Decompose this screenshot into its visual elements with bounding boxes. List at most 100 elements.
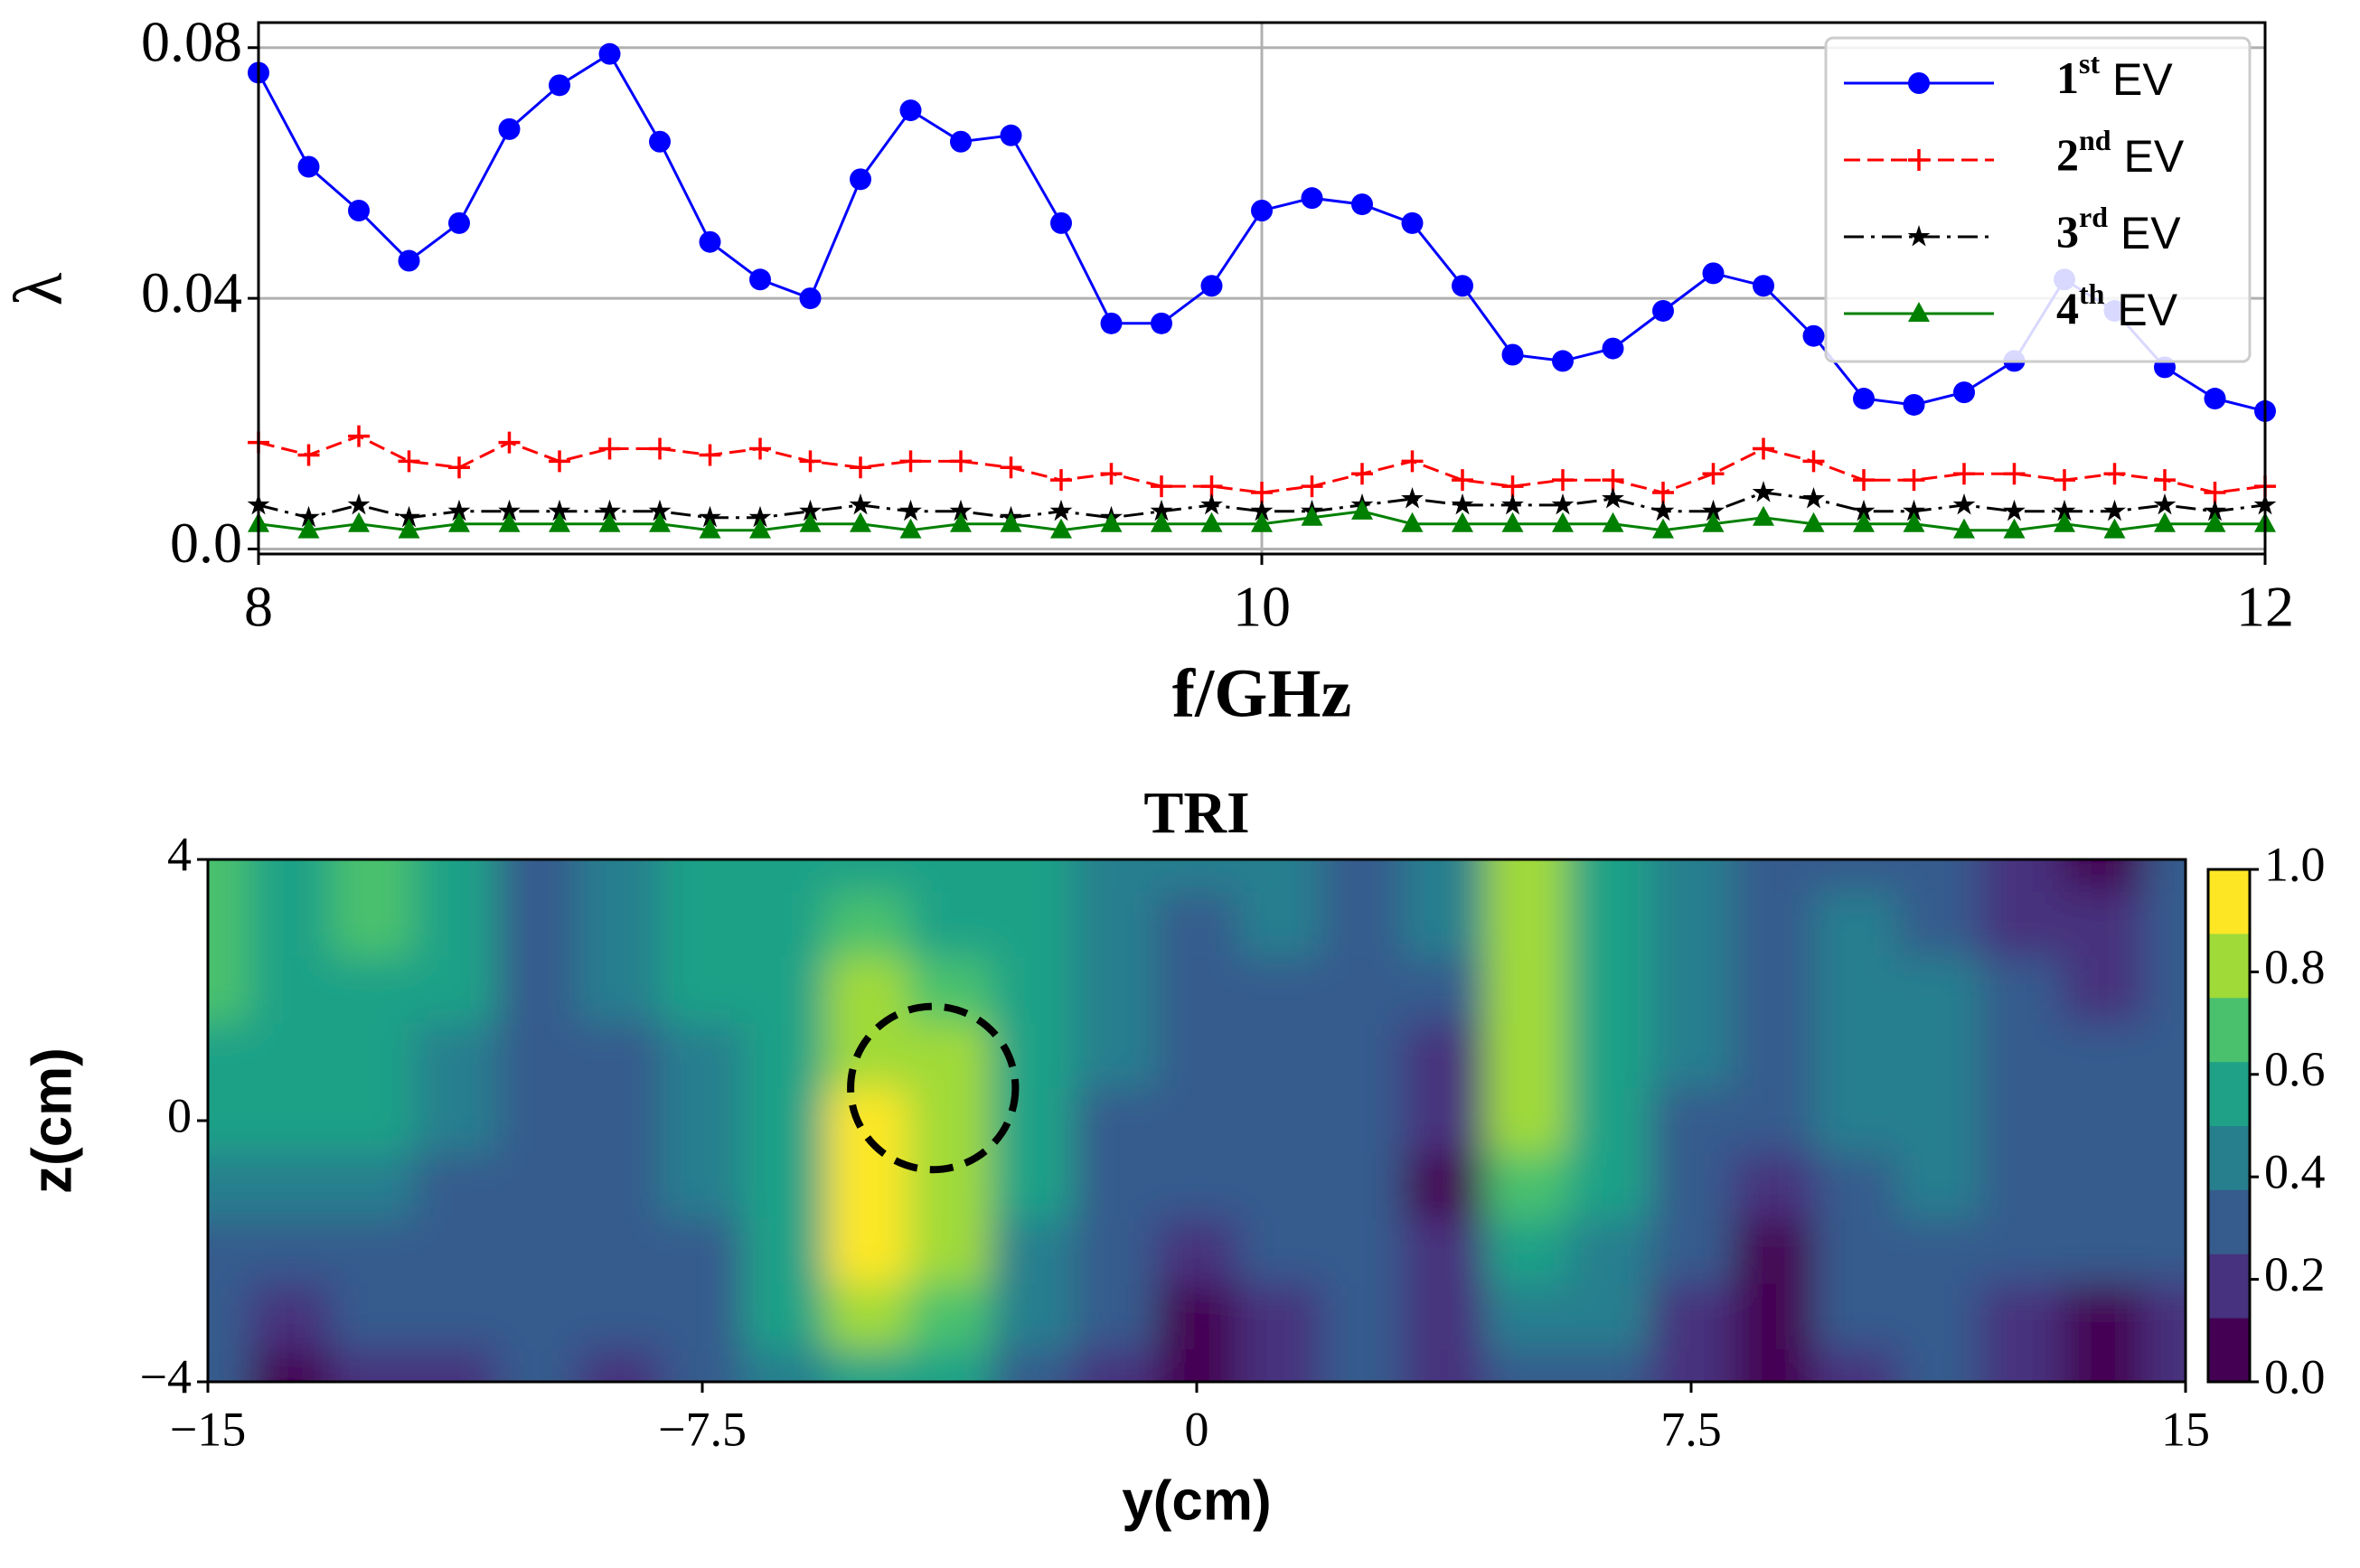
marker [1351, 463, 1373, 485]
contour-cell [578, 1087, 663, 1155]
legend-label-part: nd [2079, 124, 2111, 156]
contour-cell [661, 1153, 745, 1220]
contour-cell [1567, 1348, 1651, 1382]
marker [548, 499, 571, 521]
contour-cell [825, 859, 909, 894]
marker [950, 450, 972, 473]
marker [1802, 324, 1825, 347]
contour-cell [249, 1283, 333, 1350]
contour-cell [1732, 957, 1816, 1024]
marker [1251, 200, 1273, 222]
contour-cell [1320, 1153, 1404, 1220]
contour-cell [249, 957, 333, 1024]
marker [1351, 499, 1373, 520]
contour-cell [1814, 1153, 1898, 1220]
marker [1652, 299, 1674, 322]
contour-field [208, 859, 2186, 1382]
contour-cell [1896, 957, 1981, 1024]
contour-cell [496, 859, 580, 894]
marker [1100, 463, 1123, 485]
contour-cell [1155, 1218, 1239, 1285]
legend-label-part: EV [2104, 285, 2177, 335]
contour-cell [208, 1283, 250, 1350]
marker [2103, 518, 2126, 539]
y-tick-label: 4 [167, 827, 192, 881]
contour-cell [208, 859, 250, 894]
contour-cell [208, 1218, 250, 1285]
marker [850, 512, 871, 532]
contour-cell [578, 859, 663, 894]
contour-cell [1320, 859, 1404, 894]
marker [1200, 493, 1223, 515]
y-axis-label: z(cm) [21, 1047, 83, 1194]
marker [1452, 275, 1473, 297]
contour-cell [496, 1022, 580, 1089]
contour-cell [1402, 1348, 1487, 1382]
contour-cell [2062, 1348, 2146, 1382]
y-axis-label: λ [0, 272, 76, 305]
marker [950, 130, 972, 153]
contour-cell [1814, 1218, 1898, 1285]
contour-cell [991, 1153, 1075, 1220]
contour-cell [661, 859, 745, 894]
contour-cell [496, 957, 580, 1024]
contour-cell [991, 1348, 1075, 1382]
contour-cell [208, 892, 250, 959]
chart-title: TRI [1143, 780, 1249, 846]
plot-area [208, 859, 2186, 1382]
contour-cell [1237, 957, 1321, 1024]
contour-cell [1567, 1022, 1651, 1089]
marker [498, 512, 521, 532]
contour-cell [1485, 859, 1569, 894]
contour-cell [1237, 1218, 1321, 1285]
marker [1903, 393, 1925, 416]
marker [1702, 463, 1725, 485]
contour-cell [1320, 1283, 1404, 1350]
marker [2204, 512, 2226, 532]
contour-cell [331, 1022, 415, 1089]
marker [398, 450, 420, 473]
marker [2204, 499, 2226, 521]
contour-cell [1320, 892, 1404, 959]
colorbar-band [2208, 1125, 2250, 1190]
contour-cell [578, 957, 663, 1024]
contour-cell [1567, 1283, 1651, 1350]
contour-cell [249, 892, 333, 959]
contour-cell [413, 1348, 498, 1382]
contour-cell [991, 1022, 1075, 1089]
marker [549, 74, 570, 97]
marker [2003, 518, 2026, 539]
contour-cell [578, 1348, 663, 1382]
marker [1151, 312, 1172, 334]
contour-cell [1567, 859, 1651, 894]
marker [1151, 475, 1172, 498]
contour-cell [1320, 1218, 1404, 1285]
contour-cell [578, 892, 663, 959]
contour-cell [1732, 1087, 1816, 1155]
colorbar-frame [2206, 868, 2252, 1384]
x-tick-label: 0 [1185, 1402, 1209, 1456]
contour-cell [1237, 859, 1321, 894]
marker [549, 512, 570, 532]
colorbar-band [2208, 1253, 2250, 1319]
marker [1953, 518, 1975, 539]
contour-cell [1485, 892, 1569, 959]
marker [749, 518, 771, 539]
contour-cell [1650, 892, 1734, 959]
contour-cell [1155, 1153, 1239, 1220]
contour-cell [2144, 1218, 2186, 1285]
contour-cell [208, 1153, 250, 1220]
legend [1824, 36, 2252, 363]
contour-cell [1732, 1283, 1816, 1350]
marker [1200, 275, 1223, 297]
marker [1301, 187, 1323, 210]
contour-cell [907, 1153, 992, 1220]
contour-cell [2144, 1087, 2186, 1155]
marker [1050, 518, 1072, 539]
marker [598, 42, 621, 65]
contour-cell [2144, 1348, 2186, 1382]
contour-cell [1155, 1283, 1239, 1350]
marker [297, 444, 320, 466]
colorbar-band [2208, 997, 2250, 1063]
contour-cell [1402, 1153, 1487, 1220]
